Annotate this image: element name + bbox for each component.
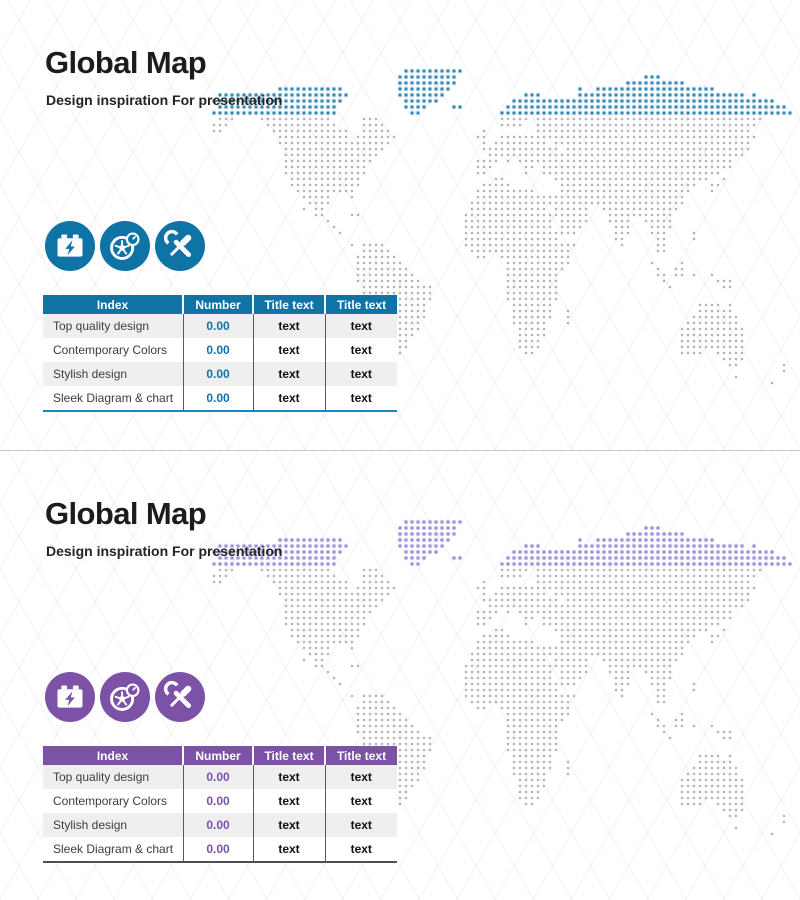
table-row: Top quality design 0.00 text text	[43, 314, 397, 338]
row-number: 0.00	[182, 314, 253, 338]
row-label: Top quality design	[53, 770, 150, 784]
row-cell: text	[324, 386, 397, 411]
table-header-row: Index Number Title text Title text	[43, 746, 397, 765]
page-title: Global Map	[45, 496, 207, 531]
row-number: 0.00	[182, 789, 253, 813]
row-cell: text	[252, 765, 325, 789]
row-label: Sleek Diagram & chart	[53, 391, 174, 405]
wheel-gauge-icon	[100, 221, 150, 271]
header-title2: Title text	[324, 746, 397, 765]
row-cell: text	[252, 386, 325, 411]
header-number: Number	[182, 295, 253, 314]
row-number: 0.00	[182, 362, 253, 386]
tools-icon	[155, 672, 205, 722]
header-index: Index	[43, 746, 183, 765]
row-cell: text	[252, 789, 325, 813]
row-number: 0.00	[182, 765, 253, 789]
row-label: Stylish design	[53, 367, 128, 381]
header-number: Number	[182, 746, 253, 765]
row-cell: text	[252, 314, 325, 338]
battery-charging-icon	[45, 672, 95, 722]
row-cell: text	[324, 813, 397, 837]
page-subtitle: Design inspiration For presentation	[46, 543, 283, 559]
row-number: 0.00	[182, 338, 253, 362]
row-label: Top quality design	[53, 319, 150, 333]
slide-2: Global Map Design inspiration For presen…	[0, 450, 800, 900]
row-cell: text	[252, 813, 325, 837]
row-cell: text	[252, 362, 325, 386]
info-table: Index Number Title text Title text Top q…	[43, 295, 397, 412]
row-cell: text	[324, 338, 397, 362]
row-label: Stylish design	[53, 818, 128, 832]
row-label: Sleek Diagram & chart	[53, 842, 174, 856]
table-header-row: Index Number Title text Title text	[43, 295, 397, 314]
info-table: Index Number Title text Title text Top q…	[43, 746, 397, 863]
row-cell: text	[324, 765, 397, 789]
icon-row	[45, 672, 205, 722]
row-cell: text	[324, 789, 397, 813]
row-label: Contemporary Colors	[53, 794, 168, 808]
table-row: Top quality design 0.00 text text	[43, 765, 397, 789]
table-row: Sleek Diagram & chart 0.00 text text	[43, 386, 397, 411]
row-cell: text	[252, 338, 325, 362]
battery-charging-icon	[45, 221, 95, 271]
table-row: Stylish design 0.00 text text	[43, 813, 397, 837]
table-row: Stylish design 0.00 text text	[43, 362, 397, 386]
icon-row	[45, 221, 205, 271]
tools-icon	[155, 221, 205, 271]
page-subtitle: Design inspiration For presentation	[46, 92, 283, 108]
slide-1: Global Map Design inspiration For presen…	[0, 0, 800, 450]
table-row: Sleek Diagram & chart 0.00 text text	[43, 837, 397, 862]
header-title1: Title text	[252, 295, 325, 314]
wheel-gauge-icon	[100, 672, 150, 722]
table-row: Contemporary Colors 0.00 text text	[43, 789, 397, 813]
row-cell: text	[324, 837, 397, 862]
page-title: Global Map	[45, 45, 207, 80]
row-cell: text	[324, 362, 397, 386]
header-title1: Title text	[252, 746, 325, 765]
row-cell: text	[252, 837, 325, 862]
row-number: 0.00	[182, 813, 253, 837]
row-cell: text	[324, 314, 397, 338]
header-index: Index	[43, 295, 183, 314]
row-number: 0.00	[182, 837, 253, 862]
row-number: 0.00	[182, 386, 253, 411]
header-title2: Title text	[324, 295, 397, 314]
table-row: Contemporary Colors 0.00 text text	[43, 338, 397, 362]
row-label: Contemporary Colors	[53, 343, 168, 357]
